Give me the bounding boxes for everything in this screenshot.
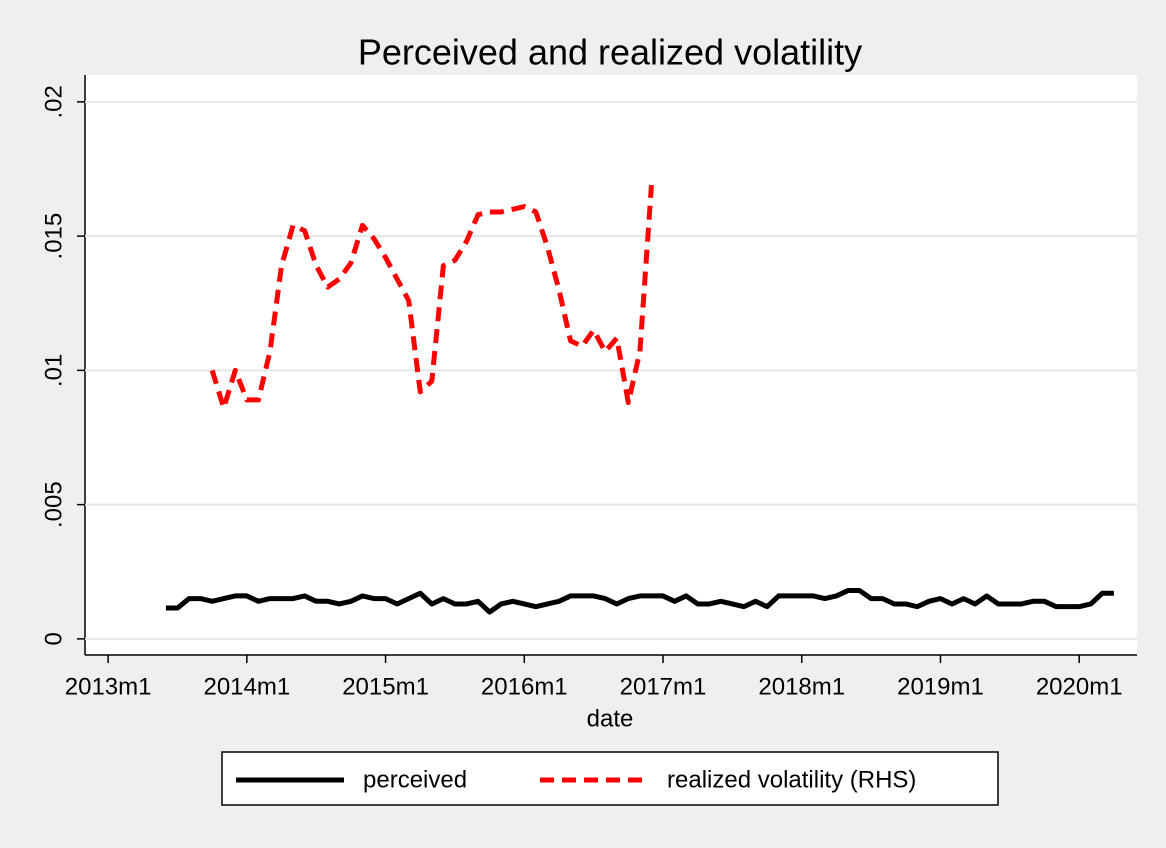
x-tick-label: 2014m1	[203, 673, 290, 700]
x-tick-label: 2017m1	[620, 673, 707, 700]
plot-area	[85, 75, 1137, 655]
legend-label: realized volatility (RHS)	[667, 766, 916, 793]
x-tick-label: 2020m1	[1036, 673, 1123, 700]
x-tick-label: 2016m1	[481, 673, 568, 700]
x-tick-label: 2013m1	[65, 673, 152, 700]
y-tick-label: 0	[40, 632, 67, 645]
y-tick-label: .02	[40, 85, 67, 118]
y-tick-label: .01	[40, 354, 67, 387]
data-line	[165, 588, 1114, 615]
y-tick-label: .015	[40, 213, 67, 260]
data-line	[209, 184, 654, 411]
x-axis-title: date	[587, 705, 634, 732]
x-tick-label: 2018m1	[758, 673, 845, 700]
chart-title: Perceived and realized volatility	[358, 32, 862, 73]
y-tick-label: .005	[40, 481, 67, 528]
x-tick-label: 2019m1	[897, 673, 984, 700]
legend-label: perceived	[363, 766, 467, 793]
x-tick-label: 2015m1	[342, 673, 429, 700]
